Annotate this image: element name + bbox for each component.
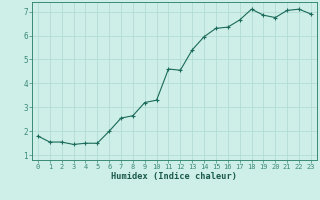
- X-axis label: Humidex (Indice chaleur): Humidex (Indice chaleur): [111, 172, 237, 181]
